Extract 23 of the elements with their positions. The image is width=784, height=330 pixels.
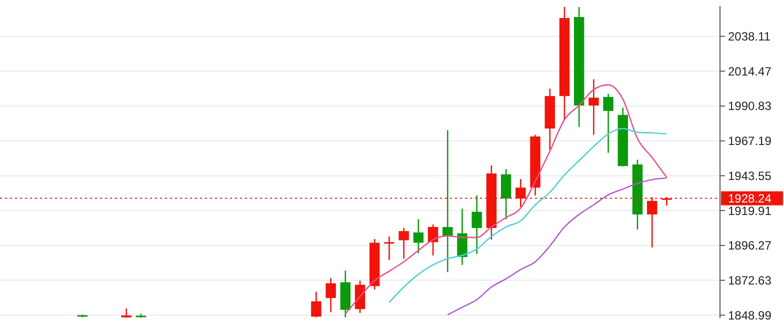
y-tick-label: 1848.99	[728, 308, 772, 322]
candlestick	[472, 194, 482, 255]
y-tick-label: 1872.63	[728, 274, 772, 288]
candlestick	[311, 291, 322, 318]
line-series	[388, 128, 668, 304]
candlestick	[398, 227, 409, 260]
line-series	[344, 84, 668, 314]
candlestick	[442, 129, 453, 273]
y-tick-label: 2014.47	[728, 64, 772, 78]
y-tick-label: 1967.19	[728, 134, 772, 148]
candlestick	[384, 236, 394, 261]
candlestick	[457, 208, 468, 266]
y-tick-label: 1919.91	[728, 204, 772, 218]
candlestick	[588, 78, 599, 136]
line-series	[446, 177, 668, 316]
ref-line-label: 1928.24	[728, 192, 772, 206]
candlestick	[326, 277, 336, 313]
y-tick-label: 2038.11	[728, 30, 771, 44]
y-tick-label: 1896.27	[728, 238, 772, 253]
y-tick-label: 1990.83	[728, 99, 772, 114]
y-tick-label: 1943.55	[728, 168, 772, 183]
candlestick	[413, 218, 424, 254]
candlestick	[603, 93, 614, 154]
